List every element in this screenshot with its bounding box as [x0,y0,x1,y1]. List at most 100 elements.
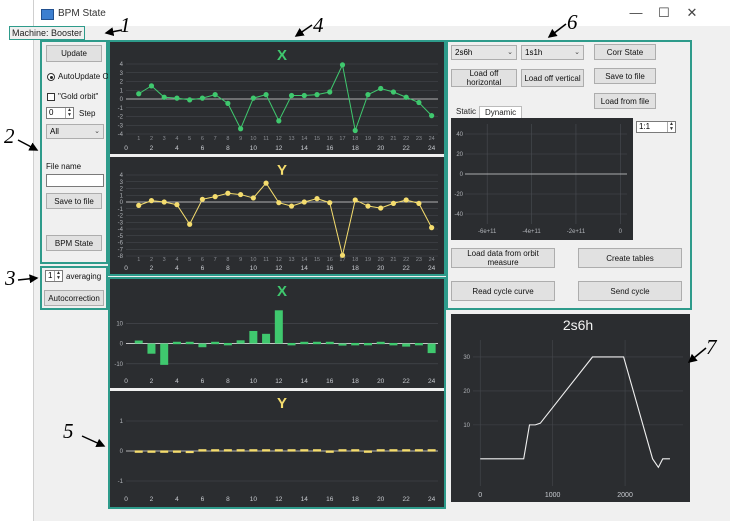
bpm-label: 20 [378,136,384,142]
spin-arrows-icon[interactable]: ▲ ▼ [54,271,62,281]
orbit-point [314,196,320,202]
correction-bar [262,449,271,452]
orbit-point [403,197,409,203]
orbit-point [212,92,218,98]
averaging-panel [40,266,108,310]
load-off-vertical-button[interactable]: Load off vertical [521,69,584,87]
load-from-file-button[interactable]: Load from file [594,93,656,109]
x-tick-label: 12 [275,265,283,272]
orbit-point [212,194,218,200]
file-name-input[interactable] [46,174,104,187]
orbit-point [390,89,397,95]
corr-state-button[interactable]: Corr State [594,44,656,60]
bpm-state-button[interactable]: BPM State [46,235,102,251]
annotation-5: 5 [63,419,74,443]
send-cycle-button[interactable]: Send cycle [578,281,682,301]
bpm-label: 1 [137,136,140,142]
x-tick-label: 16 [326,145,334,152]
chevron-down-icon: ⌄ [94,128,100,135]
x-tick-label: 2000 [617,492,633,499]
orbit-point [416,200,422,206]
y-tick-label: 0 [120,449,124,455]
cycle-combo-1[interactable]: 2s6h ⌄ [451,45,517,60]
bpm-label: 5 [188,257,191,263]
save-to-file-button[interactable]: Save to file [46,193,102,209]
file-name-label: File name [46,162,82,171]
x-tick-label: -4e+11 [522,229,541,235]
y-tick-label: 1 [120,88,124,94]
x-tick-label: 0 [478,492,482,499]
maximize-button[interactable]: ☐ [658,5,670,20]
correction-bar [262,333,271,344]
autoupdate-radio[interactable] [47,73,55,81]
bpm-label: 17 [339,257,345,263]
x-tick-label: 18 [352,378,360,385]
x-tick-label: 4 [175,265,179,272]
x-tick-label: 8 [226,496,230,503]
orbit-point [250,95,256,101]
orbit-point [352,127,358,134]
x-tick-label: 8 [226,378,230,385]
correction-bar [427,449,436,452]
orbit-point [148,198,155,204]
gold-orbit-checkbox[interactable] [47,93,55,101]
autocorrection-button[interactable]: Autocorrection [44,290,104,306]
orbit-point [263,92,269,98]
update-button[interactable]: Update [46,45,102,62]
bpm-label: 19 [365,136,371,142]
bpm-filter-combo[interactable]: All ⌄ [46,124,104,139]
x-tick-label: 18 [352,496,360,503]
orbit-point [327,200,333,206]
bpm-label: 5 [188,136,191,142]
orbit-point [199,95,206,101]
create-tables-button[interactable]: Create tables [578,248,682,268]
spin-arrows-icon[interactable]: ▲ ▼ [667,122,675,132]
bpm-label: 23 [416,136,422,142]
orbit-point [136,91,142,97]
bpm-label: 3 [163,136,166,142]
orbit-point [161,199,167,205]
close-button[interactable]: ✕ [686,5,698,20]
x-tick-label: 24 [428,378,436,385]
tab-dynamic[interactable]: Dynamic [479,106,523,118]
spin-arrows-icon[interactable]: ▲ ▼ [65,108,73,118]
averaging-spinbox[interactable]: 1 ▲ ▼ [45,270,63,282]
correction-bar [402,449,411,452]
y-tick-label: 40 [456,132,463,138]
y-tick-label: 2 [120,80,124,86]
app-icon [41,9,54,20]
x-tick-label: 14 [301,378,309,385]
correction-bar [185,451,194,454]
annotation-4: 4 [313,13,324,37]
x-tick-label: 2 [150,496,154,503]
correction-bar [313,449,322,452]
bpm-label: 4 [175,257,178,263]
correction-bar [287,449,296,452]
correction-bar [389,449,398,452]
step-spinbox[interactable]: 0 ▲ ▼ [46,107,74,119]
correction-x-plot: X 10 0 -10 0 2 4 6 8 10 12 14 16 18 20 22 24 [110,279,444,388]
minimize-button[interactable]: — [629,5,643,20]
y-tick-label: 1 [120,419,124,425]
x-tick-label: 6 [201,265,205,272]
load-off-horizontal-button[interactable]: Load off horizontal [451,69,517,87]
window-title: BPM State [58,8,106,19]
save-to-file-right-button[interactable]: Save to file [594,68,656,84]
x-tick-label: 14 [301,145,309,152]
orbit-point [250,195,256,201]
bpm-label: 8 [226,257,229,263]
orbit-point [429,225,435,231]
bpm-label: 21 [390,136,396,142]
annotation-2: 2 [4,124,15,148]
cycle-combo-2[interactable]: 1s1h ⌄ [521,45,584,60]
scale-spinbox[interactable]: 1:1 ▲ ▼ [636,121,676,133]
y-tick-label: 3 [120,71,124,77]
bpm-label: 10 [250,257,256,263]
read-cycle-curve-button[interactable]: Read cycle curve [451,281,555,301]
orbit-point [174,202,180,208]
correction-bar [300,449,309,452]
load-orbit-measure-button[interactable]: Load data from orbit measure [451,248,555,268]
tab-static[interactable]: Static [456,107,477,116]
y-tick-label: 0 [120,97,124,103]
x-tick-label: 1000 [545,492,561,499]
